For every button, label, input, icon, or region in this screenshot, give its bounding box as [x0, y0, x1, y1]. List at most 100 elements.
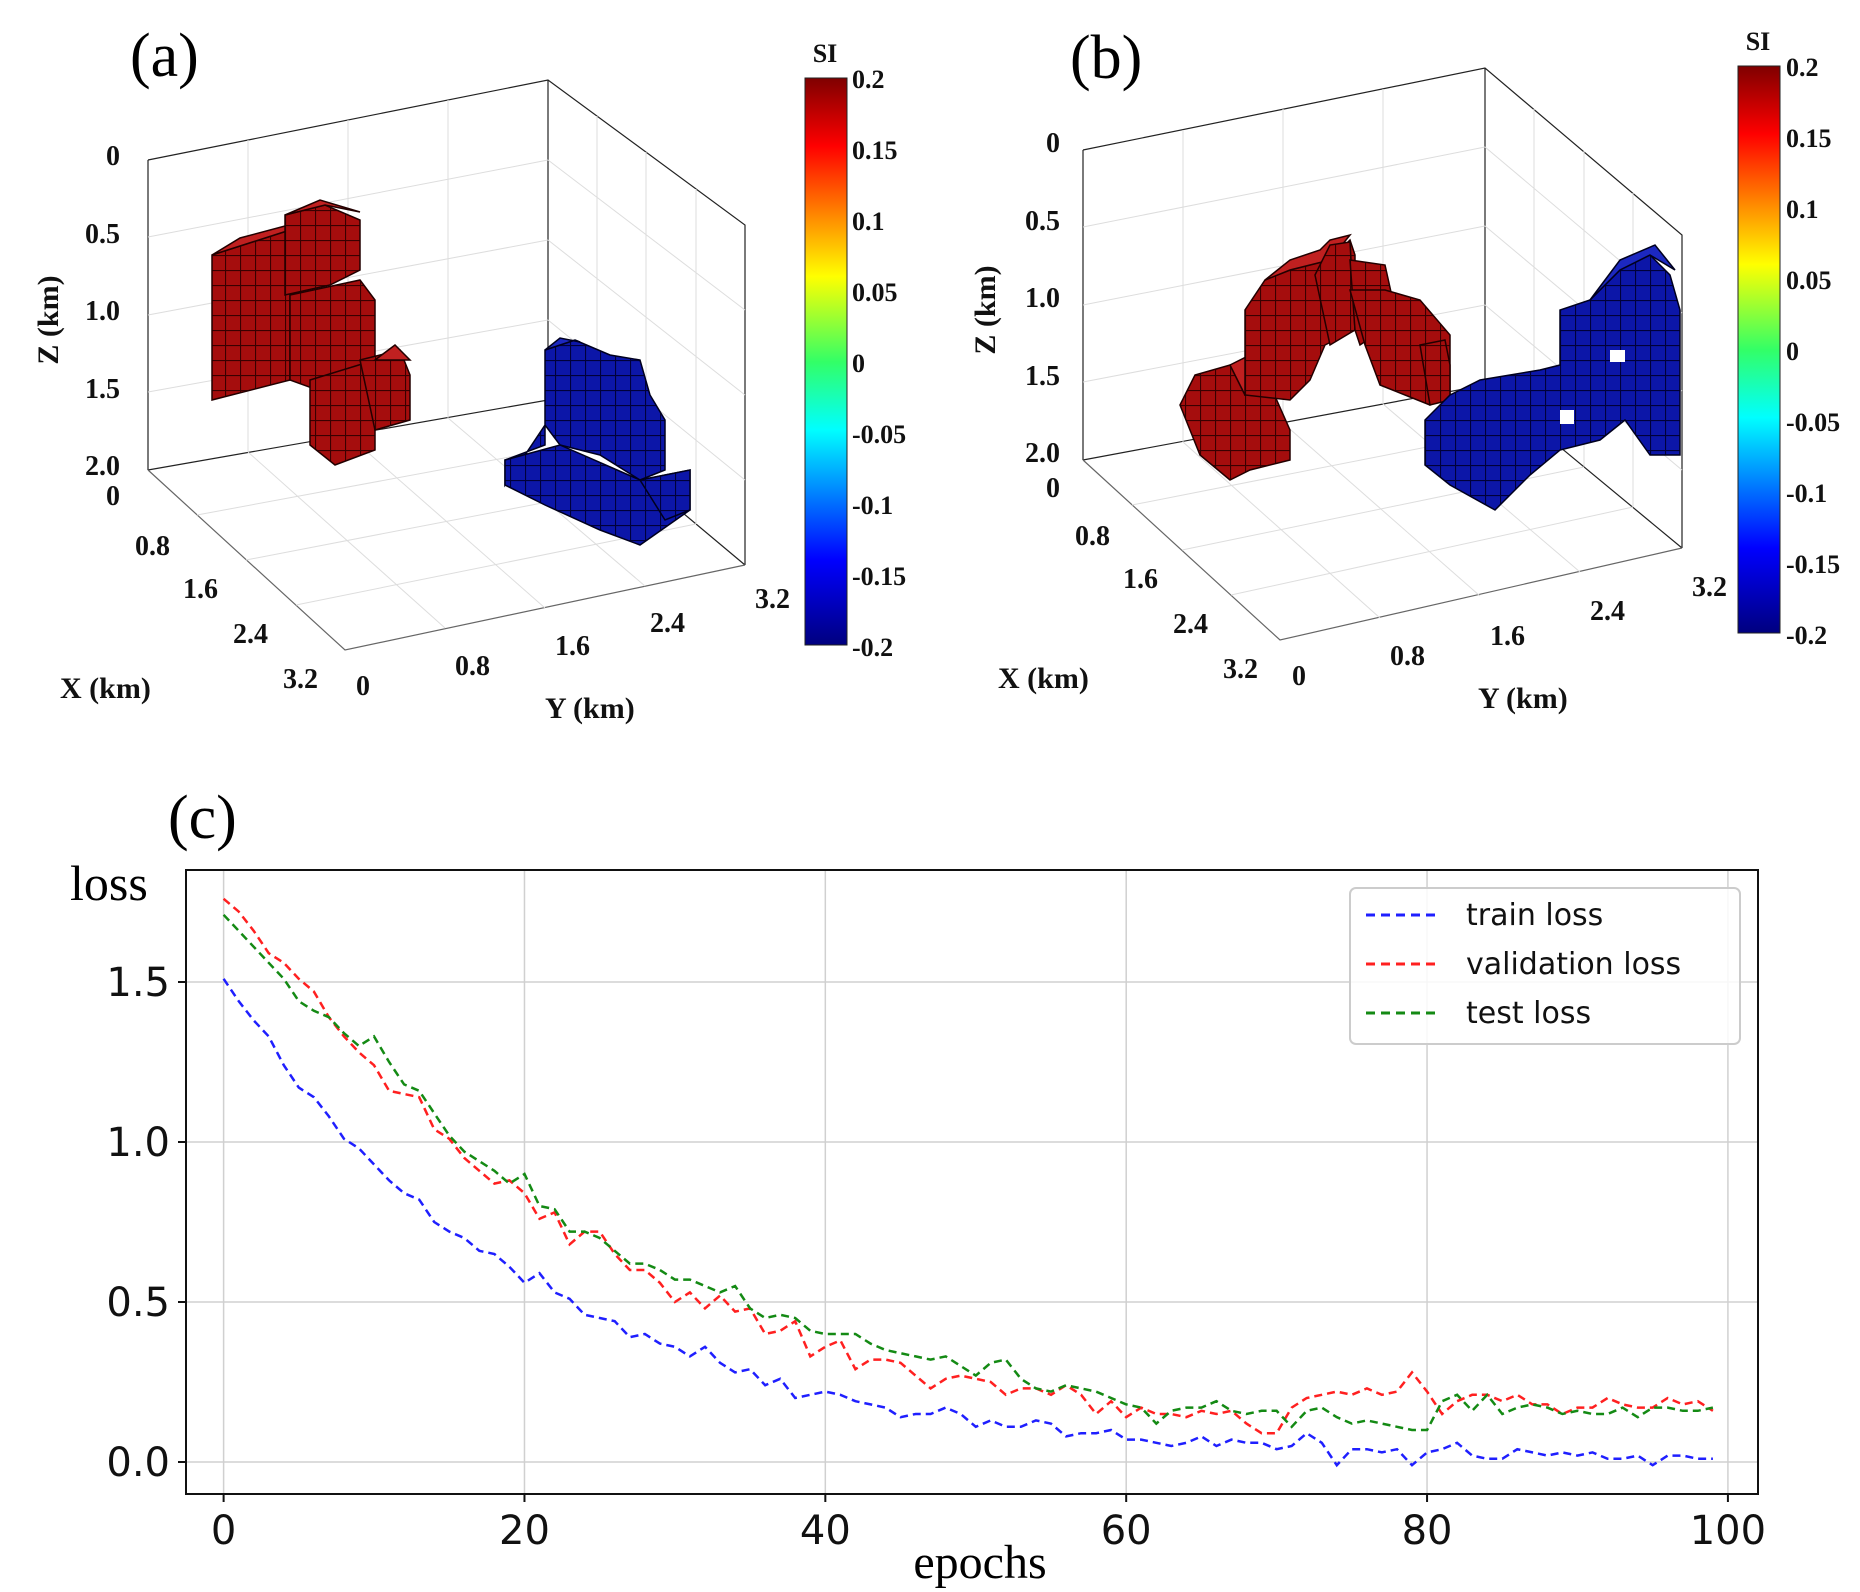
panel-a-negative-body: [504, 337, 691, 546]
panel-a-x-ticks: 0 0.8 1.6 2.4 3.2: [106, 481, 318, 695]
panel-b-colorbar: SI 0.2 0.15 0.1 0.05 0 -0.05 -0.1 -0.15 …: [1737, 27, 1840, 650]
colorbar-tick-label: -0.1: [1786, 479, 1827, 508]
colorbar-tick-label: 0.15: [852, 136, 898, 165]
x-tick-label: 1.6: [183, 574, 218, 605]
panel-c-label: (c): [168, 784, 237, 852]
panel-a: (a): [32, 22, 906, 725]
colorbar-tick-label: 0.15: [1786, 124, 1832, 153]
panel-a-x-axis-label: X (km): [60, 672, 151, 705]
z-tick-label: 0.5: [85, 219, 120, 250]
colorbar-tick-label: -0.2: [852, 633, 893, 662]
colorbar-gradient: [804, 77, 848, 646]
x-tick-label: 80: [1402, 1508, 1453, 1554]
loss-plot-frame: [185, 869, 1759, 1495]
x-tick-label: 2.4: [1173, 609, 1208, 640]
panel-a-positive-body: [211, 199, 412, 466]
y-tick-label: 0.5: [106, 1280, 170, 1326]
panel-b-z-axis-label: Z (km): [969, 265, 1002, 354]
panel-a-z-ticks: 0 0.5 1.0 1.5 2.0: [85, 141, 120, 482]
z-tick-label: 1.0: [85, 296, 120, 327]
panel-a-z-axis-label: Z (km): [32, 275, 65, 364]
x-tick-label: 1.6: [1123, 564, 1158, 595]
panel-b-x-ticks: 0 0.8 1.6 2.4 3.2: [1046, 473, 1258, 685]
y-tick-label: 1.5: [106, 960, 170, 1006]
y-tick-label: 3.2: [755, 584, 790, 615]
x-tick-label: 2.4: [233, 619, 268, 650]
colorbar-tick-label: 0.1: [1786, 195, 1819, 224]
x-tick-label: 0.8: [135, 531, 170, 562]
colorbar-tick-label: 0.2: [1786, 53, 1819, 82]
colorbar-tick-label: -0.15: [852, 562, 906, 591]
loss-plot-lines: [222, 897, 1714, 1468]
legend-label-validation: validation loss: [1466, 947, 1681, 982]
panel-a-y-ticks: 0 0.8 1.6 2.4 3.2: [356, 584, 790, 702]
x-tick-label: 60: [1101, 1508, 1152, 1554]
y-tick-label: 0: [356, 671, 370, 702]
panel-c: (c) loss epochs 0 20 40 60 80 100 0.0 0.5 1.0 1.5…: [70, 784, 1766, 1589]
colorbar-tick-label: -0.05: [852, 420, 906, 449]
x-tick-label: 20: [499, 1508, 550, 1554]
y-tick-label: 2.4: [650, 608, 685, 639]
panel-b: (b): [969, 24, 1840, 715]
colorbar-tick-label: -0.1: [852, 491, 893, 520]
z-tick-label: 1.5: [1025, 361, 1060, 392]
x-tick-label: 100: [1690, 1508, 1766, 1554]
train-loss-line: [222, 978, 1713, 1468]
colorbar-tick-label: -0.05: [1786, 408, 1840, 437]
z-tick-label: 0: [106, 141, 120, 172]
loss-plot-grid: [186, 870, 1758, 1494]
colorbar-tick-label: 0: [1786, 337, 1799, 366]
x-tick-label: 3.2: [1223, 654, 1258, 685]
loss-plot-ticks: 0 20 40 60 80 100 0.0 0.5 1.0 1.5: [106, 960, 1766, 1554]
legend-box: [1349, 887, 1741, 1045]
y-tick-label: 1.6: [1490, 621, 1525, 652]
z-tick-label: 0: [1046, 128, 1060, 159]
panel-b-x-axis-label: X (km): [998, 662, 1089, 695]
panel-b-y-ticks: 0 0.8 1.6 2.4 3.2: [1292, 572, 1727, 692]
colorbar-tick-label: -0.15: [1786, 550, 1840, 579]
colorbar-tick-label: 0.05: [1786, 266, 1832, 295]
x-tick-label: 3.2: [283, 664, 318, 695]
panel-a-label: (a): [130, 22, 199, 90]
colorbar-tick-label: 0.1: [852, 207, 885, 236]
panel-b-z-ticks: 0 0.5 1.0 1.5 2.0: [1025, 128, 1060, 469]
x-tick-label: 0: [211, 1508, 236, 1554]
y-tick-label: 0.8: [455, 651, 490, 682]
validation-loss-line: [222, 897, 1714, 1435]
colorbar-tick-label: -0.2: [1786, 621, 1827, 650]
panel-b-negative-body: [1424, 244, 1681, 511]
y-tick-label: 0.0: [106, 1440, 170, 1486]
colorbar-title: SI: [1746, 27, 1771, 56]
test-loss-line: [222, 913, 1714, 1432]
colorbar-title: SI: [813, 39, 838, 68]
panel-b-label: (b): [1070, 24, 1142, 92]
legend-label-train: train loss: [1466, 898, 1603, 933]
x-tick-label: 0: [1046, 473, 1060, 504]
y-tick-label: 0.8: [1390, 641, 1425, 672]
z-tick-label: 2.0: [85, 451, 120, 482]
panel-b-y-axis-label: Y (km): [1478, 682, 1568, 715]
loss-axis-title: loss: [70, 855, 148, 911]
y-tick-label: 1.6: [555, 631, 590, 662]
y-tick-label: 0: [1292, 661, 1306, 692]
z-tick-label: 1.0: [1025, 283, 1060, 314]
colorbar-tick-label: 0.2: [852, 65, 885, 94]
x-tick-label: 0.8: [1075, 521, 1110, 552]
colorbar-tick-label: 0: [852, 349, 865, 378]
legend-label-test: test loss: [1466, 996, 1591, 1031]
panel-a-colorbar: SI 0.2 0.15 0.1 0.05 0 -0.05 -0.1 -0.15 …: [804, 39, 906, 662]
z-tick-label: 2.0: [1025, 438, 1060, 469]
y-tick-label: 3.2: [1692, 572, 1727, 603]
x-tick-label: 0: [106, 481, 120, 512]
y-tick-label: 1.0: [106, 1120, 170, 1166]
colorbar-tick-label: 0.05: [852, 278, 898, 307]
z-tick-label: 1.5: [85, 374, 120, 405]
z-tick-label: 0.5: [1025, 206, 1060, 237]
colorbar-gradient: [1737, 65, 1781, 634]
panel-a-y-axis-label: Y (km): [545, 692, 635, 725]
panel-b-positive-body: [1179, 233, 1451, 481]
x-tick-label: 40: [800, 1508, 851, 1554]
y-tick-label: 2.4: [1590, 596, 1625, 627]
legend: train loss validation loss test loss: [1349, 887, 1741, 1045]
